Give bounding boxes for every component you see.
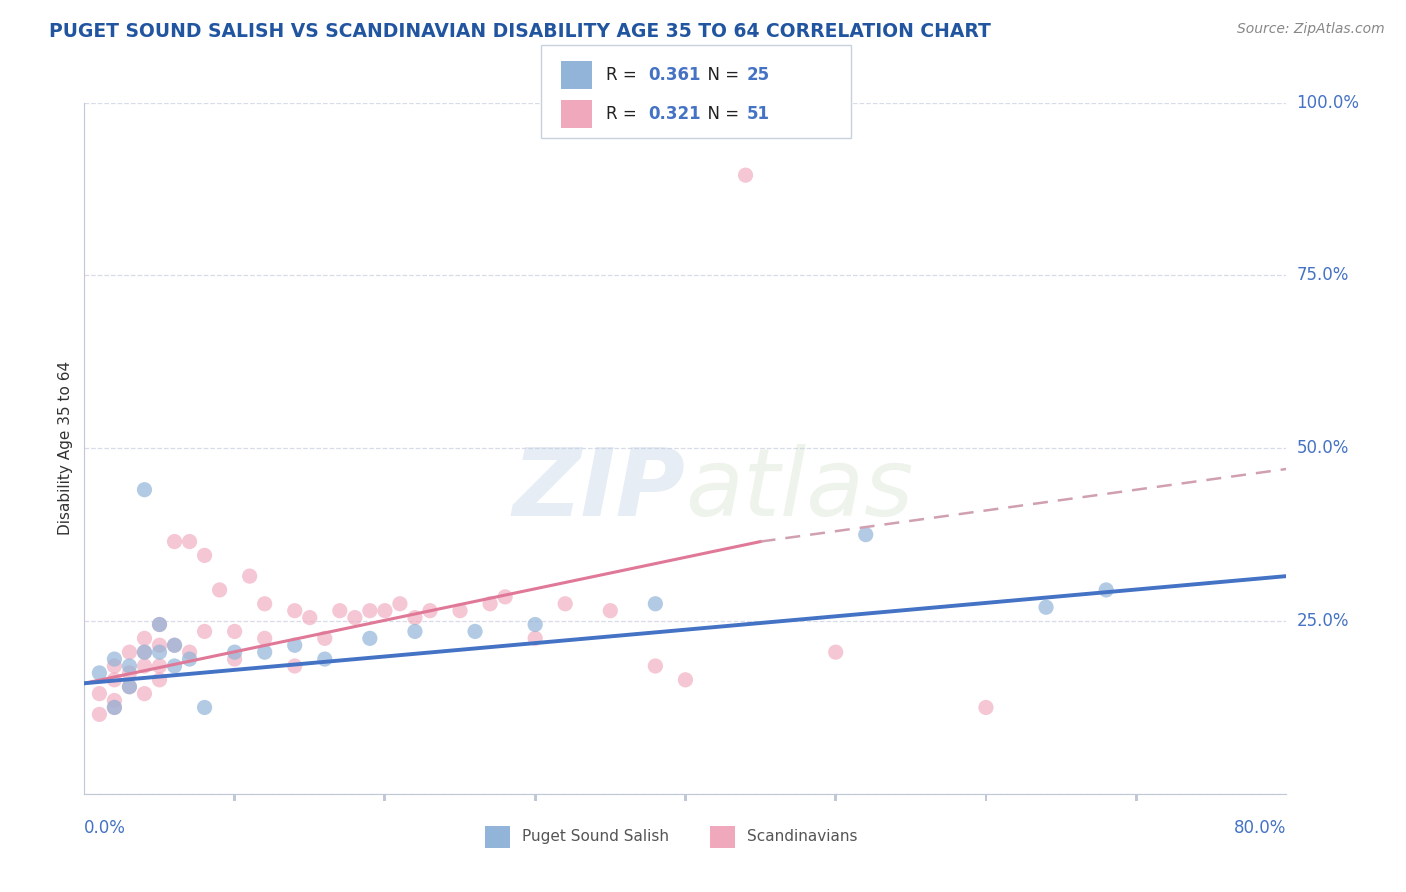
Point [148, 645, 170, 659]
Point [134, 645, 156, 659]
Point [148, 673, 170, 687]
Point [734, 168, 756, 182]
Point [103, 693, 125, 707]
Point [179, 645, 201, 659]
Text: 0.361: 0.361 [648, 66, 700, 84]
Point [208, 582, 231, 597]
Y-axis label: Disability Age 35 to 64: Disability Age 35 to 64 [58, 361, 73, 535]
Point [148, 617, 170, 632]
Point [134, 483, 156, 497]
Point [253, 632, 276, 646]
Text: 80.0%: 80.0% [1234, 819, 1286, 837]
Point [404, 624, 426, 639]
Point [224, 624, 246, 639]
Point [284, 604, 307, 618]
Point [148, 659, 170, 673]
Point [644, 597, 666, 611]
Text: N =: N = [697, 66, 745, 84]
Point [419, 604, 441, 618]
Point [148, 617, 170, 632]
Point [464, 624, 486, 639]
Text: atlas: atlas [686, 444, 914, 535]
Point [163, 638, 186, 652]
Point [359, 632, 381, 646]
Point [824, 645, 846, 659]
Point [134, 659, 156, 673]
Point [194, 624, 217, 639]
Text: 75.0%: 75.0% [1296, 267, 1348, 285]
Point [89, 687, 111, 701]
Point [134, 632, 156, 646]
Point [89, 707, 111, 722]
Point [855, 527, 877, 541]
Point [103, 673, 125, 687]
Text: 100.0%: 100.0% [1296, 94, 1360, 112]
Point [103, 652, 125, 666]
Text: PUGET SOUND SALISH VS SCANDINAVIAN DISABILITY AGE 35 TO 64 CORRELATION CHART: PUGET SOUND SALISH VS SCANDINAVIAN DISAB… [49, 22, 991, 41]
Text: R =: R = [606, 105, 643, 123]
Point [253, 597, 276, 611]
Point [179, 534, 201, 549]
Point [644, 659, 666, 673]
Point [298, 610, 321, 624]
Point [449, 604, 471, 618]
Point [253, 645, 276, 659]
Point [224, 652, 246, 666]
Point [359, 604, 381, 618]
Text: 0.321: 0.321 [648, 105, 700, 123]
Point [404, 610, 426, 624]
Text: 51: 51 [747, 105, 769, 123]
Point [224, 645, 246, 659]
Text: N =: N = [697, 105, 745, 123]
Point [163, 659, 186, 673]
Point [524, 632, 547, 646]
Point [163, 534, 186, 549]
Point [1095, 582, 1118, 597]
Point [974, 700, 997, 714]
Point [118, 659, 141, 673]
Point [103, 700, 125, 714]
Text: R =: R = [606, 66, 643, 84]
Point [1035, 600, 1057, 615]
Point [134, 645, 156, 659]
Point [179, 652, 201, 666]
Text: Puget Sound Salish: Puget Sound Salish [522, 830, 669, 844]
Point [554, 597, 576, 611]
Point [89, 665, 111, 680]
Point [314, 652, 336, 666]
Text: 25.0%: 25.0% [1296, 612, 1348, 630]
Point [343, 610, 366, 624]
Point [118, 680, 141, 694]
Point [118, 645, 141, 659]
Point [134, 687, 156, 701]
Text: Scandinavians: Scandinavians [747, 830, 858, 844]
Point [118, 665, 141, 680]
Point [329, 604, 352, 618]
Point [284, 638, 307, 652]
Point [239, 569, 262, 583]
Point [675, 673, 697, 687]
Text: 0.0%: 0.0% [84, 819, 127, 837]
Text: Source: ZipAtlas.com: Source: ZipAtlas.com [1237, 22, 1385, 37]
Point [524, 617, 547, 632]
Point [374, 604, 396, 618]
Text: 50.0%: 50.0% [1296, 439, 1348, 458]
Point [314, 632, 336, 646]
Point [494, 590, 516, 604]
Point [103, 659, 125, 673]
Point [194, 549, 217, 563]
Point [479, 597, 502, 611]
Point [118, 680, 141, 694]
Text: 25: 25 [747, 66, 769, 84]
Point [388, 597, 411, 611]
Point [163, 638, 186, 652]
Point [103, 700, 125, 714]
Point [284, 659, 307, 673]
Text: ZIP: ZIP [513, 443, 686, 536]
Point [148, 638, 170, 652]
Point [599, 604, 621, 618]
Point [194, 700, 217, 714]
